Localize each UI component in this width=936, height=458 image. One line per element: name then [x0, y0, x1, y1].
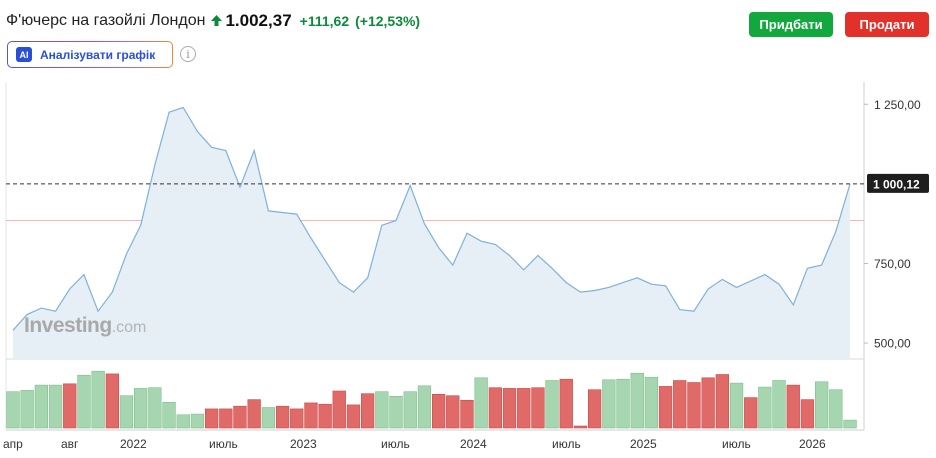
x-tick-label: июль: [209, 437, 238, 451]
volume-bar: [800, 399, 815, 429]
x-tick-label: июль: [722, 437, 751, 451]
x-tick-label: 2022: [120, 437, 147, 451]
volume-bar: [91, 370, 105, 429]
volume-bar: [701, 377, 715, 429]
price-change-percent: (+12,53%): [355, 13, 421, 29]
volume-bar: [346, 404, 361, 429]
x-tick-label: 2023: [290, 437, 317, 451]
volume-bar: [148, 387, 162, 429]
volume-bar: [644, 376, 658, 429]
volume-bar: [205, 408, 219, 429]
volume-bar: [658, 386, 673, 429]
volume-bar: [20, 390, 34, 429]
volume-bar: [417, 385, 432, 429]
volume-bar: [63, 383, 77, 429]
volume-bar: [531, 387, 545, 429]
volume-bar: [247, 399, 261, 429]
info-icon[interactable]: i: [180, 46, 196, 62]
volume-bar: [687, 382, 701, 429]
volume-bar: [630, 372, 644, 429]
volume-bar: [587, 389, 602, 429]
volume-bar: [119, 395, 134, 429]
volume-bar: [814, 381, 829, 429]
volume-bar: [77, 374, 91, 429]
volume-bar: [389, 395, 403, 429]
volume-bar: [559, 378, 573, 429]
volume-bar: [829, 389, 843, 429]
instrument-header: Ф'ючерс на газойлі Лондон 1.002,37 +111,…: [6, 8, 420, 34]
current-price-label: 1 000,12: [873, 177, 920, 191]
volume-bar: [403, 391, 417, 429]
volume-bar: [488, 387, 502, 429]
analyze-chart-button[interactable]: AI Аналізувати графік: [7, 41, 173, 68]
buy-button[interactable]: Придбати: [749, 12, 833, 37]
volume-bar: [219, 408, 233, 429]
volume-bar: [190, 413, 205, 429]
volume-bar: [786, 384, 800, 429]
x-tick-label: июль: [381, 437, 410, 451]
x-tick-label: 2025: [630, 437, 657, 451]
instrument-title: Ф'ючерс на газойлі Лондон: [6, 12, 206, 29]
arrow-up-icon: [211, 14, 223, 26]
x-tick-label: 2024: [460, 437, 487, 451]
volume-bar: [446, 395, 460, 429]
volume-bar: [290, 408, 304, 429]
x-tick-label: июль: [552, 437, 581, 451]
current-price-badge: [867, 173, 929, 193]
x-tick-label: 2026: [799, 437, 826, 451]
volume-bar: [758, 386, 772, 429]
volume-bar: [275, 405, 290, 429]
sell-button[interactable]: Продати: [845, 12, 929, 37]
volume-bar: [431, 393, 446, 429]
volume-bar: [332, 390, 346, 429]
y-tick-label: 500,00: [874, 337, 911, 351]
x-tick-label: апр: [3, 437, 23, 451]
volume-bar: [48, 384, 63, 429]
volume-bar: [744, 397, 758, 429]
volume-bar: [772, 380, 786, 429]
volume-bar: [545, 380, 559, 429]
price-area: [13, 107, 850, 359]
volume-bar: [843, 419, 857, 429]
volume-bar: [573, 425, 588, 429]
volume-bar: [715, 374, 729, 429]
volume-bar: [261, 407, 275, 429]
volume-bar: [34, 384, 48, 429]
volume-bar: [162, 401, 176, 429]
volume-bar: [616, 378, 630, 429]
volume-bar: [729, 382, 744, 429]
volume-bar: [233, 405, 247, 429]
volume-bar: [304, 402, 318, 429]
volume-bar: [134, 388, 148, 429]
last-price: 1.002,37: [225, 11, 292, 30]
volume-bar: [318, 403, 332, 429]
y-tick-label: 1 250,00: [874, 98, 921, 112]
volume-bar: [474, 377, 488, 429]
volume-bar: [673, 380, 687, 429]
volume-bar: [375, 391, 389, 429]
volume-bar: [176, 414, 190, 429]
volume-bar: [602, 379, 616, 429]
volume-bar: [517, 388, 531, 429]
price-line: [12, 106, 851, 331]
volume-bar: [105, 373, 119, 429]
volume-bar: [360, 393, 375, 429]
volume-bar: [6, 391, 20, 429]
ai-icon: AI: [16, 47, 32, 62]
x-tick-label: авг: [61, 437, 79, 451]
y-tick-label: 750,00: [874, 257, 911, 271]
price-change: +111,62: [299, 13, 350, 29]
volume-bar: [502, 388, 517, 429]
volume-bar: [460, 399, 474, 429]
analyze-chart-label: Аналізувати графік: [40, 47, 156, 62]
